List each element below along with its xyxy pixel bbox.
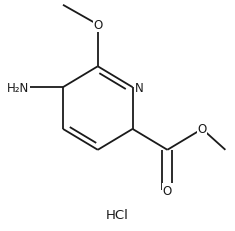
- Text: HCl: HCl: [106, 208, 129, 221]
- Text: H₂N: H₂N: [7, 81, 29, 94]
- Text: N: N: [134, 81, 143, 94]
- Text: O: O: [198, 123, 207, 136]
- Text: O: O: [163, 184, 172, 197]
- Text: O: O: [93, 19, 102, 32]
